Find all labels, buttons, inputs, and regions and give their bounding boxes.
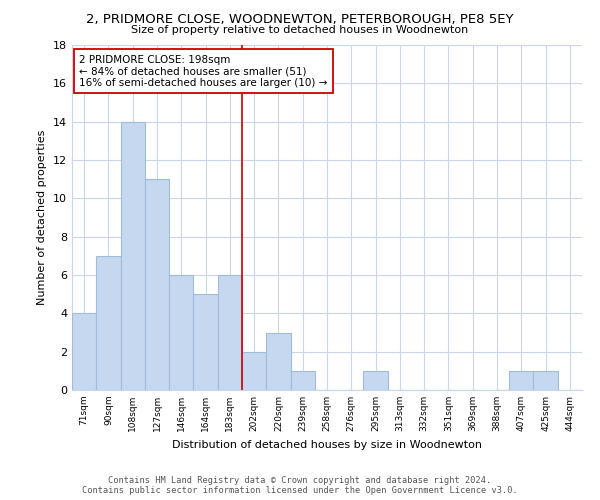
Bar bbox=[72, 314, 96, 390]
Text: 2 PRIDMORE CLOSE: 198sqm
← 84% of detached houses are smaller (51)
16% of semi-d: 2 PRIDMORE CLOSE: 198sqm ← 84% of detach… bbox=[79, 54, 328, 88]
Y-axis label: Number of detached properties: Number of detached properties bbox=[37, 130, 47, 305]
Bar bbox=[121, 122, 145, 390]
Bar bbox=[193, 294, 218, 390]
Text: Size of property relative to detached houses in Woodnewton: Size of property relative to detached ho… bbox=[131, 25, 469, 35]
Text: 2, PRIDMORE CLOSE, WOODNEWTON, PETERBOROUGH, PE8 5EY: 2, PRIDMORE CLOSE, WOODNEWTON, PETERBORO… bbox=[86, 12, 514, 26]
Bar bbox=[509, 371, 533, 390]
Bar bbox=[218, 275, 242, 390]
Bar bbox=[266, 332, 290, 390]
Bar bbox=[96, 256, 121, 390]
Text: Contains HM Land Registry data © Crown copyright and database right 2024.
Contai: Contains HM Land Registry data © Crown c… bbox=[82, 476, 518, 495]
Bar bbox=[145, 179, 169, 390]
Bar bbox=[169, 275, 193, 390]
Bar bbox=[290, 371, 315, 390]
Bar bbox=[533, 371, 558, 390]
Bar bbox=[364, 371, 388, 390]
X-axis label: Distribution of detached houses by size in Woodnewton: Distribution of detached houses by size … bbox=[172, 440, 482, 450]
Bar bbox=[242, 352, 266, 390]
